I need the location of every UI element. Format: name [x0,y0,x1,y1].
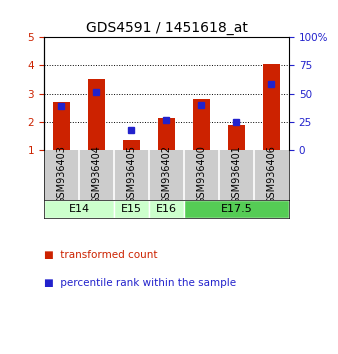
Text: GSM936400: GSM936400 [196,145,207,204]
Bar [123,140,140,150]
Bar [184,200,289,218]
Text: GSM936406: GSM936406 [266,145,276,204]
Text: GSM936404: GSM936404 [92,145,101,204]
Text: E14: E14 [68,204,90,214]
Text: E15: E15 [121,204,142,214]
Bar [88,80,105,150]
Bar [228,125,245,150]
Bar [114,200,149,218]
Title: GDS4591 / 1451618_at: GDS4591 / 1451618_at [86,21,247,35]
Text: GSM936405: GSM936405 [126,145,137,204]
Text: GSM936401: GSM936401 [232,145,241,204]
Bar [44,200,114,218]
Bar [158,118,175,150]
Text: E17.5: E17.5 [221,204,252,214]
Bar [263,64,280,150]
Text: ■  transformed count: ■ transformed count [44,250,158,260]
Text: ■  percentile rank within the sample: ■ percentile rank within the sample [44,278,236,288]
Text: E16: E16 [156,204,177,214]
Text: GSM936403: GSM936403 [56,145,67,204]
Bar [149,200,184,218]
Bar [53,102,70,150]
Text: GSM936402: GSM936402 [162,145,171,204]
Bar [193,99,210,150]
